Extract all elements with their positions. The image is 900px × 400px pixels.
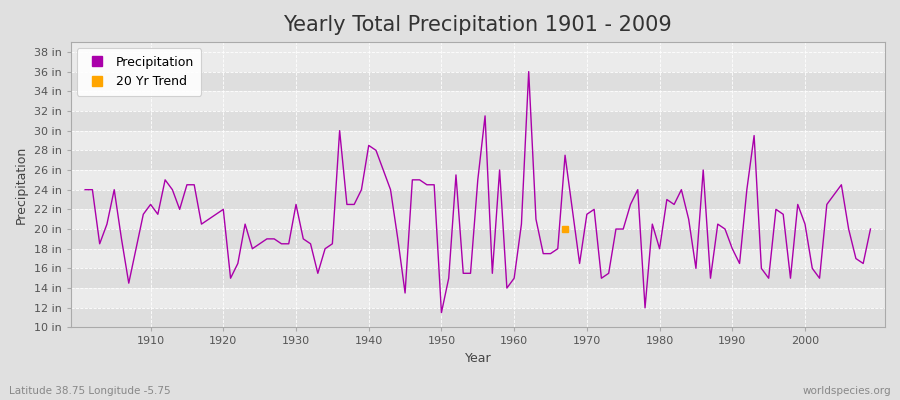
Y-axis label: Precipitation: Precipitation (15, 146, 28, 224)
Bar (70, 170, 885, 190)
X-axis label: Year: Year (464, 352, 491, 365)
Bar (70, 52, 885, 72)
Bar (70, 268, 885, 288)
Bar (70, 91, 885, 111)
Bar (70, 209, 885, 229)
Bar (70, 72, 885, 91)
Bar (70, 131, 885, 150)
Bar (70, 288, 885, 308)
Bar (70, 308, 885, 328)
Text: Latitude 38.75 Longitude -5.75: Latitude 38.75 Longitude -5.75 (9, 386, 171, 396)
Title: Yearly Total Precipitation 1901 - 2009: Yearly Total Precipitation 1901 - 2009 (284, 15, 672, 35)
Bar (70, 111, 885, 131)
Bar (70, 150, 885, 170)
Bar (70, 229, 885, 249)
Bar (70, 190, 885, 209)
Text: worldspecies.org: worldspecies.org (803, 386, 891, 396)
Legend: Precipitation, 20 Yr Trend: Precipitation, 20 Yr Trend (76, 48, 202, 96)
Bar (70, 249, 885, 268)
